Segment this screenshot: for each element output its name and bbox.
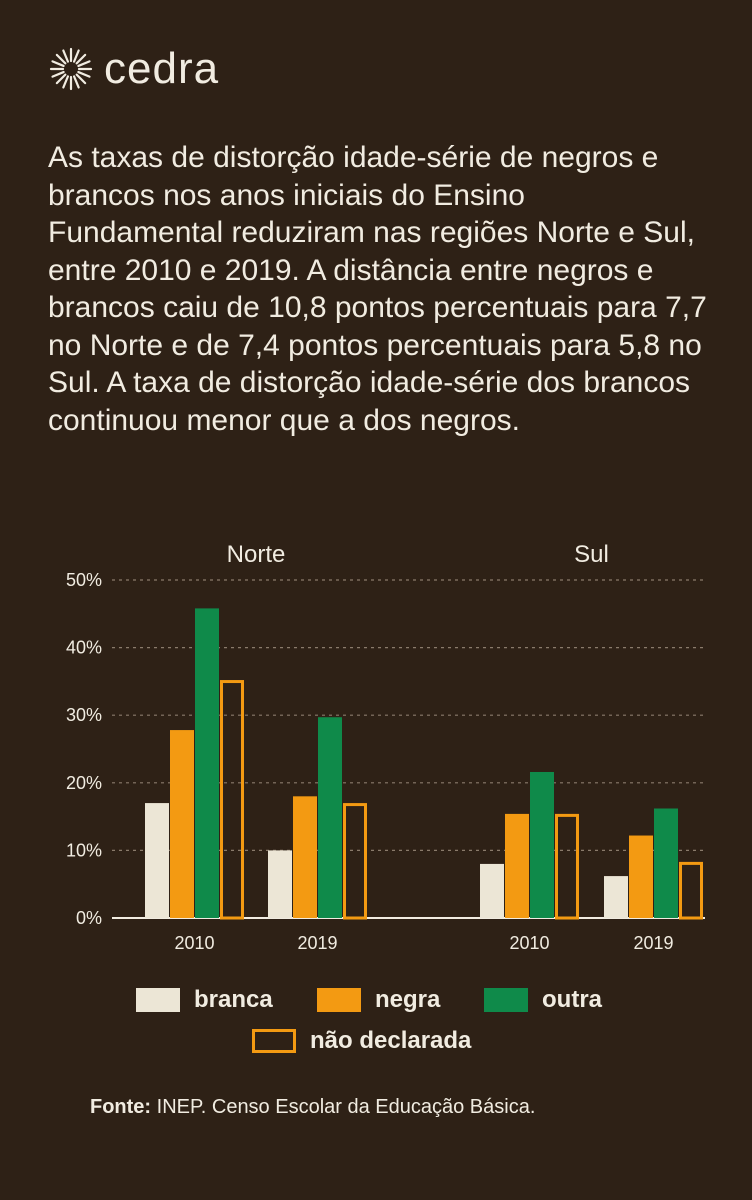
bar-nao-declarada bbox=[220, 680, 244, 920]
legend-swatch-nao-declarada bbox=[252, 1029, 296, 1053]
source-note: Fonte: INEP. Censo Escolar da Educação B… bbox=[90, 1096, 535, 1119]
sunburst-ray bbox=[62, 75, 70, 89]
sunburst-icon bbox=[49, 47, 93, 91]
bar-outra bbox=[530, 771, 554, 918]
sunburst-ray bbox=[75, 53, 87, 65]
bar-nao-declarada bbox=[679, 861, 703, 920]
y-tick-label: 20% bbox=[66, 773, 102, 793]
sunburst-ray bbox=[77, 60, 91, 68]
bar-branca bbox=[145, 803, 169, 918]
bar-branca bbox=[604, 876, 628, 918]
legend-label-negra: negra bbox=[375, 986, 441, 1013]
group-title-norte: Norte bbox=[227, 541, 286, 568]
bar-branca bbox=[268, 850, 292, 918]
sunburst-ray bbox=[55, 73, 67, 85]
legend-item-branca: branca bbox=[136, 986, 273, 1014]
bar-negra bbox=[505, 813, 529, 918]
bar-nao-declarada bbox=[343, 803, 367, 920]
source-text: INEP. Censo Escolar da Educação Básica. bbox=[156, 1096, 536, 1118]
sunburst-ray bbox=[75, 73, 87, 85]
y-tick-label: 30% bbox=[66, 705, 102, 725]
x-tick-label: 2010 bbox=[174, 933, 214, 950]
bar-outra bbox=[654, 808, 678, 918]
sunburst-ray bbox=[77, 70, 91, 78]
legend-swatch-branca bbox=[136, 988, 180, 1012]
legend-item-outra: outra bbox=[484, 986, 602, 1014]
bar-nao-declarada bbox=[555, 813, 579, 920]
legend-item-nao-declarada: não declarada bbox=[252, 1027, 471, 1055]
legend-swatch-outra bbox=[484, 988, 528, 1012]
y-tick-label: 10% bbox=[66, 840, 102, 860]
bar-branca bbox=[480, 863, 504, 918]
y-tick-label: 50% bbox=[66, 570, 102, 590]
legend-label-nao-declarada: não declarada bbox=[310, 1027, 472, 1054]
bar-negra bbox=[293, 796, 317, 918]
x-tick-label: 2019 bbox=[297, 933, 337, 950]
bar-chart: 0% 10% 20% 30% 40% 50% Norte 2010 2019 Sul 2010 201… bbox=[66, 541, 705, 950]
y-tick-label: 0% bbox=[76, 908, 102, 928]
chart-description: As taxas de distorção idade-série de neg… bbox=[48, 141, 707, 437]
x-tick-label: 2010 bbox=[509, 933, 549, 950]
y-tick-label: 40% bbox=[66, 638, 102, 658]
sunburst-ray bbox=[51, 60, 65, 68]
sunburst-ray bbox=[72, 49, 80, 63]
legend-label-outra: outra bbox=[542, 986, 602, 1013]
bar-outra bbox=[318, 717, 342, 918]
bar-negra bbox=[629, 835, 653, 918]
legend-label-branca: branca bbox=[194, 986, 273, 1013]
legend-swatch-negra bbox=[317, 988, 361, 1012]
sunburst-ray bbox=[72, 75, 80, 89]
bar-negra bbox=[170, 730, 194, 918]
sunburst-ray bbox=[62, 49, 70, 63]
sunburst-ray bbox=[51, 70, 65, 78]
source-label: Fonte: bbox=[90, 1096, 152, 1118]
x-tick-label: 2019 bbox=[633, 933, 673, 950]
brand-logo: cedra bbox=[48, 44, 219, 94]
legend-item-negra: negra bbox=[317, 986, 440, 1014]
sunburst-ray bbox=[55, 53, 67, 65]
bar-outra bbox=[195, 608, 219, 918]
logo-text: cedra bbox=[104, 44, 220, 93]
group-title-sul: Sul bbox=[574, 541, 609, 568]
